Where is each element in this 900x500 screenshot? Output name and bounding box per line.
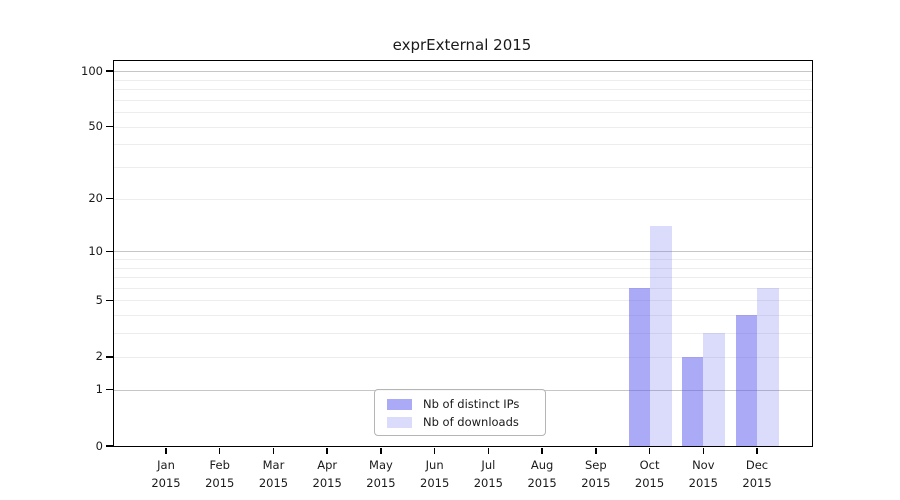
x-tick-label-dec: Dec 2015 [725, 456, 789, 492]
x-tick-mark [165, 447, 167, 454]
x-tick-mark [541, 447, 543, 454]
y-tick-mark [106, 356, 113, 358]
x-tick-label-sep: Sep 2015 [564, 456, 628, 492]
y-tick-label: 10 [88, 243, 103, 258]
x-tick-mark [487, 447, 490, 454]
x-tick-label-nov: Nov 2015 [671, 456, 735, 492]
y-tick-label: 1 [95, 382, 103, 397]
x-tick-year: 2015 [688, 476, 718, 490]
y-tick-label: 100 [81, 63, 103, 78]
x-tick-mark [433, 447, 436, 454]
gridline-minor [114, 144, 812, 146]
bar-downloads-dec [757, 287, 780, 446]
x-tick-label-jun: Jun 2015 [403, 456, 467, 492]
gridline-minor [114, 89, 812, 91]
y-tick-label: 20 [88, 191, 103, 206]
x-tick-year: 2015 [312, 476, 342, 490]
legend-swatch-distinct-ips [387, 398, 412, 410]
plot-area: Nb of distinct IPs Nb of downloads 0 1 2 5 1… [81, 60, 813, 490]
x-tick-year: 2015 [527, 476, 557, 490]
x-tick-year: 2015 [742, 476, 772, 490]
bar-distinct-ips-dec [736, 315, 758, 446]
x-tick-label-may: May 2015 [349, 456, 413, 492]
x-tick-mark [326, 447, 328, 454]
gridline-major [114, 71, 812, 73]
legend-item-downloads: Nb of downloads [387, 414, 537, 430]
gridline-minor [114, 267, 812, 269]
x-tick-label-jan: Jan 2015 [134, 456, 198, 492]
y-tick-label: 2 [95, 349, 103, 364]
x-tick-year: 2015 [151, 476, 181, 490]
legend-item-distinct-ips: Nb of distinct IPs [387, 396, 537, 412]
gridline-minor [114, 126, 812, 128]
y-tick-mark [106, 445, 113, 447]
gridline-minor [114, 167, 812, 169]
x-tick-label-mar: Mar 2015 [241, 456, 305, 492]
x-tick-year: 2015 [366, 476, 396, 490]
y-tick-label: 5 [95, 292, 103, 307]
x-tick-mark [702, 447, 705, 454]
gridline-minor [114, 259, 812, 260]
legend-label-downloads: Nb of downloads [423, 415, 519, 429]
gridline-minor [114, 333, 812, 335]
bar-distinct-ips-nov [682, 356, 704, 446]
gridline-minor [114, 287, 812, 289]
bar-downloads-nov [703, 333, 726, 446]
y-tick-mark [106, 388, 113, 391]
y-tick-label: 0 [95, 438, 103, 453]
y-tick-label: 50 [88, 119, 103, 134]
y-tick-mark [106, 250, 113, 252]
x-tick-label-apr: Apr 2015 [295, 456, 359, 492]
x-tick-year: 2015 [205, 476, 235, 490]
gridline-minor [114, 277, 812, 279]
y-tick-mark [106, 197, 113, 200]
x-tick-mark [272, 447, 275, 454]
y-tick-mark [106, 125, 113, 128]
gridline-minor [114, 300, 812, 302]
x-tick-year: 2015 [258, 476, 289, 490]
x-tick-mark [218, 447, 221, 454]
x-tick-year: 2015 [581, 476, 611, 490]
x-tick-mark [756, 447, 758, 454]
x-tick-label-aug: Aug 2015 [510, 456, 574, 492]
x-tick-mark [648, 447, 651, 454]
gridline-minor [114, 99, 812, 101]
bar-distinct-ips-oct [628, 287, 650, 446]
x-tick-label-oct: Oct 2015 [618, 456, 682, 492]
gridline-major [114, 251, 812, 253]
y-tick-mark [106, 299, 113, 302]
x-tick-year: 2015 [634, 476, 665, 490]
gridline-minor [114, 356, 812, 358]
gridline-minor [114, 112, 812, 114]
legend: Nb of distinct IPs Nb of downloads [374, 389, 546, 436]
x-tick-year: 2015 [420, 476, 450, 490]
gridline-minor [114, 315, 812, 317]
bar-downloads-oct [649, 226, 672, 446]
x-tick-mark [380, 447, 382, 454]
y-tick-mark [106, 70, 113, 72]
x-tick-mark [595, 447, 597, 454]
gridline-minor [114, 79, 812, 81]
legend-swatch-downloads [387, 416, 412, 428]
chart-title: exprExternal 2015 [392, 36, 532, 54]
x-tick-label-feb: Feb 2015 [188, 456, 252, 492]
legend-label-distinct-ips: Nb of distinct IPs [423, 397, 520, 411]
gridline-minor [114, 198, 812, 200]
x-tick-year: 2015 [473, 476, 504, 490]
x-tick-label-jul: Jul 2015 [456, 456, 520, 492]
